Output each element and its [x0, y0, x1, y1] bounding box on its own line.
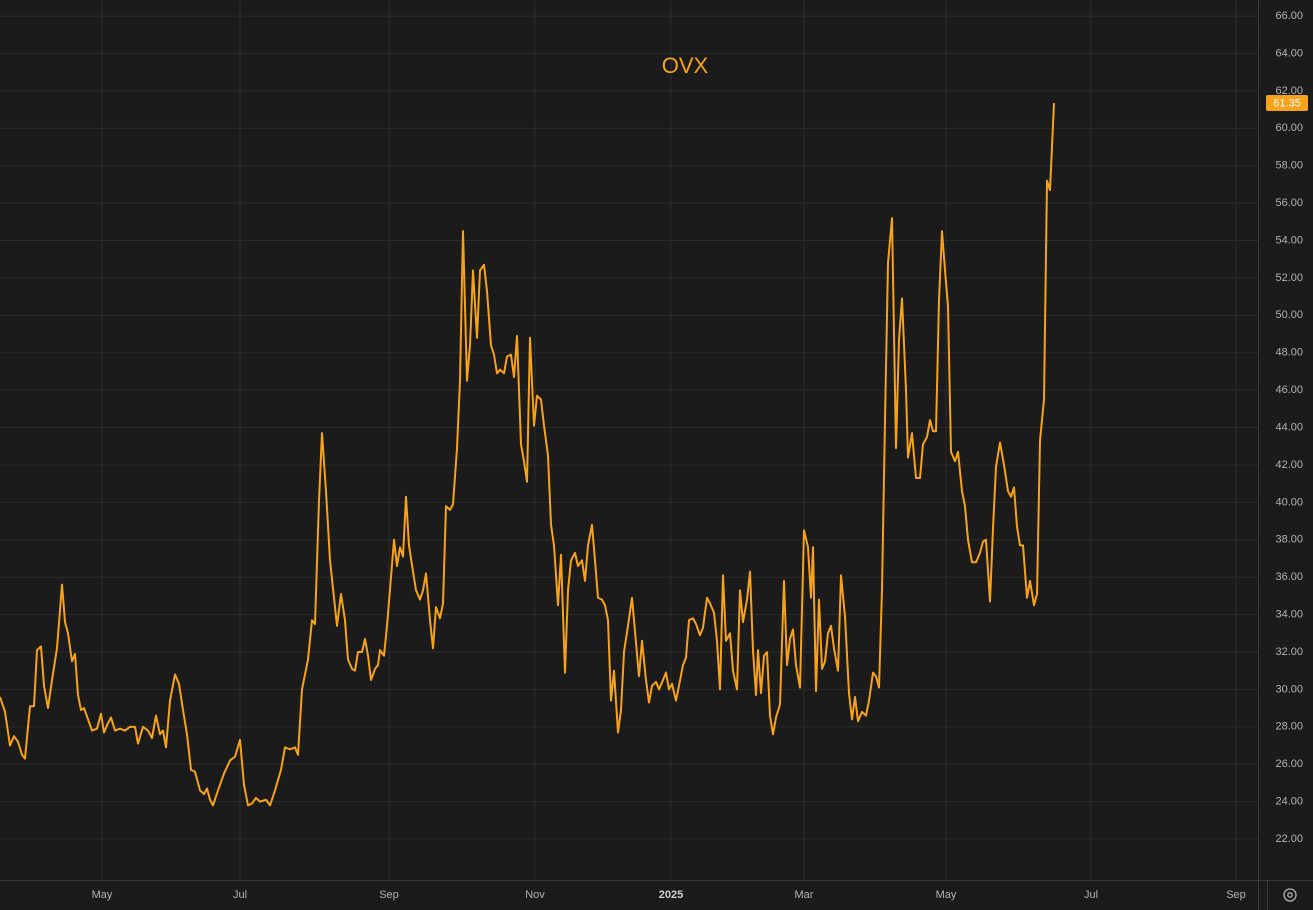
y-tick-label: 38.00	[1275, 534, 1303, 546]
y-tick-label: 46.00	[1275, 384, 1303, 396]
x-tick-label: Jul	[233, 889, 247, 901]
y-tick-label: 60.00	[1275, 122, 1303, 134]
last-value-label: 61.35	[1273, 97, 1301, 109]
y-tick-label: 58.00	[1275, 160, 1303, 172]
y-tick-label: 52.00	[1275, 272, 1303, 284]
y-tick-label: 48.00	[1275, 347, 1303, 359]
y-tick-label: 26.00	[1275, 758, 1303, 770]
x-tick-label: 2025	[659, 889, 683, 901]
y-tick-label: 28.00	[1275, 721, 1303, 733]
y-tick-label: 30.00	[1275, 683, 1303, 695]
last-value-box	[1266, 95, 1308, 112]
y-tick-label: 54.00	[1275, 234, 1303, 246]
x-tick-label: Mar	[795, 889, 814, 901]
x-tick-label: Jul	[1084, 889, 1098, 901]
x-tick-label: Sep	[1226, 889, 1246, 901]
y-tick-label: 56.00	[1275, 197, 1303, 209]
y-tick-label: 34.00	[1275, 609, 1303, 621]
chart-title: OVX	[662, 53, 709, 78]
y-tick-label: 24.00	[1275, 796, 1303, 808]
x-tick-label: May	[92, 889, 113, 901]
y-tick-label: 62.00	[1275, 85, 1303, 97]
settings-ring	[1283, 888, 1297, 902]
y-tick-label: 32.00	[1275, 646, 1303, 658]
x-tick-label: Nov	[525, 889, 545, 901]
y-tick-label: 42.00	[1275, 459, 1303, 471]
y-tick-label: 40.00	[1275, 496, 1303, 508]
y-tick-label: 64.00	[1275, 47, 1303, 59]
y-tick-label: 22.00	[1275, 833, 1303, 845]
line-series	[0, 103, 1055, 807]
x-tick-label: Sep	[379, 889, 399, 901]
y-tick-label: 66.00	[1275, 10, 1303, 22]
settings-dot	[1287, 892, 1293, 898]
y-tick-label: 44.00	[1275, 421, 1303, 433]
y-tick-label: 36.00	[1275, 571, 1303, 583]
x-tick-label: May	[936, 889, 957, 901]
grid	[0, 0, 1258, 880]
settings-icon[interactable]	[1283, 888, 1297, 902]
y-tick-label: 50.00	[1275, 309, 1303, 321]
